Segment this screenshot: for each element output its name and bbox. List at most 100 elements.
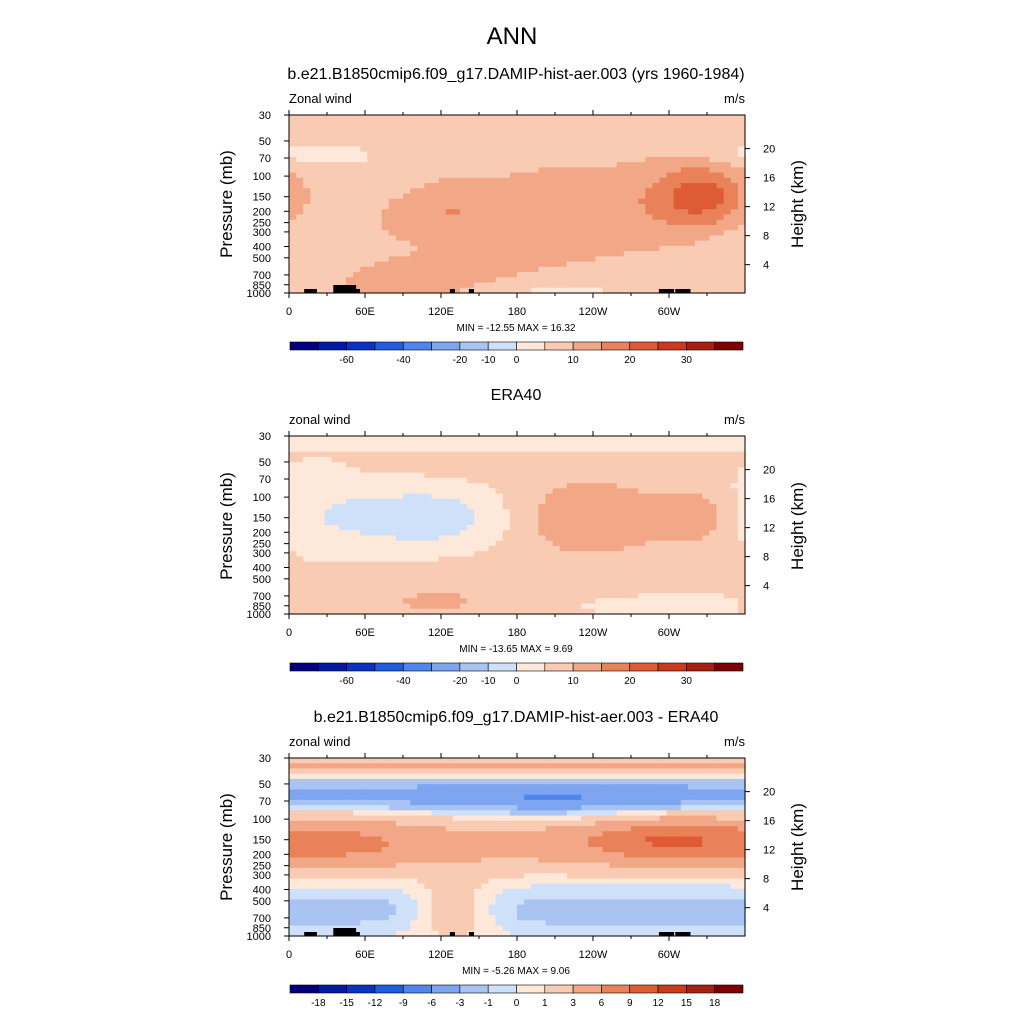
y-tick-label: 700	[253, 591, 271, 603]
contour-cell	[595, 436, 604, 442]
contour-cell	[559, 282, 568, 289]
contour-cell	[374, 587, 383, 594]
contour-cell	[588, 456, 596, 463]
contour-cell	[638, 135, 646, 142]
contour-cell	[395, 446, 404, 453]
contour-cell	[346, 209, 354, 216]
contour-cell	[495, 115, 504, 121]
contour-cell	[410, 209, 418, 216]
contour-cell	[723, 204, 732, 210]
contour-cell	[502, 603, 511, 610]
contour-cell	[403, 488, 411, 495]
colorbar-swatch	[714, 341, 744, 351]
contour-cell	[723, 261, 732, 268]
contour-cell	[403, 504, 411, 510]
contour-cell	[488, 603, 497, 610]
contour-cell	[445, 477, 454, 484]
contour-cell	[509, 483, 518, 489]
contour-cell	[367, 240, 376, 247]
contour-cell	[659, 572, 668, 578]
contour-cell	[317, 204, 326, 210]
contour-cell	[346, 130, 354, 137]
contour-cell	[709, 141, 718, 148]
contour-cell	[645, 193, 653, 200]
contour-cell	[481, 561, 490, 568]
contour-cell	[524, 789, 532, 796]
colorbar-label: 30	[681, 676, 693, 687]
contour-cell	[495, 456, 504, 463]
contour-cell	[737, 162, 746, 168]
contour-cell	[595, 587, 604, 594]
contour-cell	[652, 472, 661, 479]
contour-cell	[616, 436, 625, 442]
contour-cell	[424, 472, 433, 479]
contour-cell	[531, 183, 539, 189]
contour-cell	[324, 167, 333, 174]
contour-cell	[310, 789, 319, 796]
contour-cell	[552, 551, 561, 558]
contour-cell	[310, 219, 319, 226]
contour-cell	[680, 561, 689, 568]
contour-cell	[296, 572, 304, 578]
contour-cell	[381, 141, 390, 148]
contour-cell	[695, 467, 703, 474]
contour-cell	[452, 441, 461, 448]
contour-cell	[737, 204, 746, 210]
contour-cell	[552, 235, 561, 242]
contour-cell	[688, 451, 696, 458]
contour-cell	[581, 282, 589, 289]
contour-cell	[737, 219, 746, 226]
contour-cell	[638, 577, 646, 584]
contour-cell	[517, 446, 525, 453]
contour-cell	[509, 456, 518, 463]
contour-cell	[502, 256, 511, 263]
contour-cell	[460, 272, 468, 278]
contour-cell	[566, 446, 575, 453]
contour-cell	[324, 556, 333, 563]
contour-cell	[488, 483, 497, 489]
contour-cell	[424, 214, 433, 221]
contour-cell	[346, 593, 354, 599]
contour-cell	[431, 483, 440, 489]
contour-cell	[403, 115, 411, 121]
contour-cell	[424, 587, 433, 594]
contour-cell	[488, 556, 497, 563]
contour-cell	[652, 509, 661, 516]
contour-cell	[595, 141, 604, 148]
contour-cell	[609, 162, 618, 168]
contour-cell	[631, 172, 639, 179]
contour-cell	[388, 214, 397, 221]
contour-cell	[680, 493, 689, 500]
contour-cell	[652, 778, 661, 785]
contour-cell	[680, 577, 689, 584]
contour-cell	[310, 188, 319, 195]
contour-cell	[737, 141, 746, 148]
contour-cell	[346, 514, 354, 521]
contour-cell	[581, 758, 589, 764]
contour-cell	[723, 540, 732, 547]
contour-cell	[296, 493, 304, 500]
contour-cell	[445, 261, 454, 268]
contour-cell	[338, 146, 347, 153]
contour-cell	[460, 514, 468, 521]
contour-cell	[538, 593, 547, 599]
contour-cell	[616, 130, 625, 137]
contour-cell	[609, 209, 618, 216]
contour-cell	[723, 488, 732, 495]
contour-cell	[588, 778, 596, 785]
contour-cell	[666, 209, 675, 216]
contour-cell	[574, 467, 582, 474]
contour-cell	[666, 535, 675, 542]
contour-cell	[702, 603, 710, 610]
contour-cell	[609, 436, 618, 442]
contour-cell	[360, 509, 368, 516]
contour-cell	[659, 603, 668, 610]
contour-cell	[574, 587, 582, 594]
contour-cell	[424, 125, 433, 132]
contour-cell	[310, 446, 319, 453]
contour-cell	[460, 266, 468, 273]
contour-cell	[395, 266, 404, 273]
contour-cell	[438, 451, 447, 458]
contour-cell	[688, 162, 696, 168]
contour-cell	[360, 778, 368, 785]
